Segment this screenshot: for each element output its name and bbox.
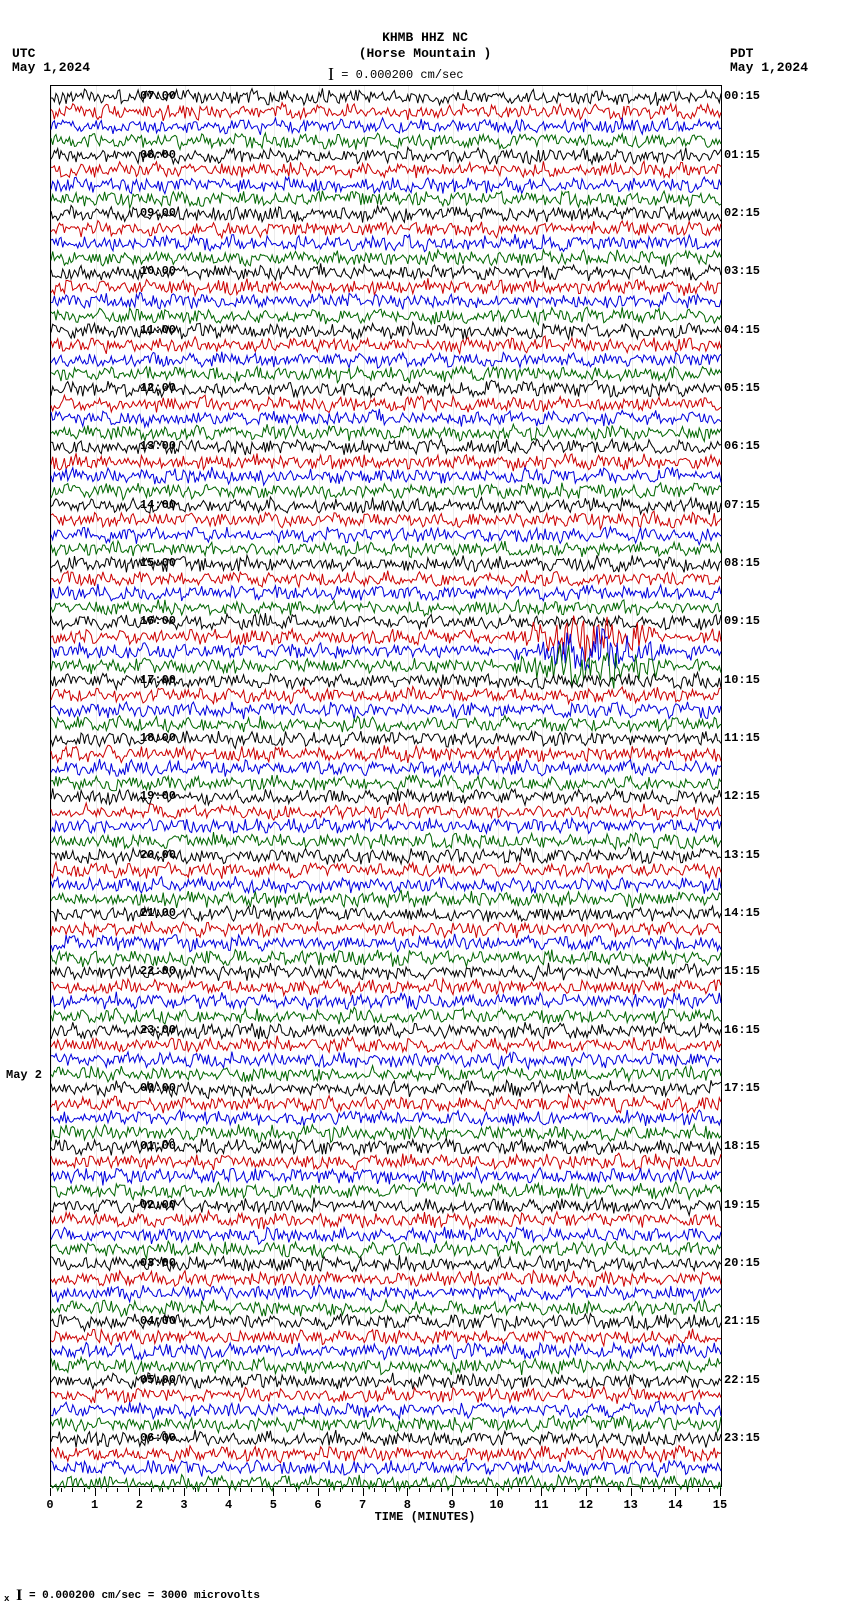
pdt-time-label: 13:15 <box>724 848 768 862</box>
utc-time-label: 18:00 <box>132 731 176 745</box>
utc-time-label: 11:00 <box>132 323 176 337</box>
utc-time-label: 09:00 <box>132 206 176 220</box>
utc-time-label: 19:00 <box>132 789 176 803</box>
left-tz: UTC <box>12 46 35 61</box>
pdt-time-label: 11:15 <box>724 731 768 745</box>
pdt-time-label: 17:15 <box>724 1081 768 1095</box>
left-date: May 1,2024 <box>12 60 90 75</box>
pdt-time-label: 20:15 <box>724 1256 768 1270</box>
seismogram-container: KHMB HHZ NC (Horse Mountain ) UTC May 1,… <box>0 0 850 1613</box>
utc-time-label: 00:00 <box>132 1081 176 1095</box>
pdt-time-label: 02:15 <box>724 206 768 220</box>
utc-time-label: 01:00 <box>132 1139 176 1153</box>
pdt-time-label: 01:15 <box>724 148 768 162</box>
day-change-label: May 2 <box>6 1068 42 1082</box>
footer-text: = 0.000200 cm/sec = 3000 microvolts <box>22 1590 260 1602</box>
pdt-time-label: 19:15 <box>724 1198 768 1212</box>
utc-time-label: 22:00 <box>132 964 176 978</box>
pdt-time-label: 05:15 <box>724 381 768 395</box>
pdt-time-label: 08:15 <box>724 556 768 570</box>
utc-time-label: 15:00 <box>132 556 176 570</box>
utc-time-label: 08:00 <box>132 148 176 162</box>
pdt-time-label: 21:15 <box>724 1314 768 1328</box>
utc-time-label: 17:00 <box>132 673 176 687</box>
utc-time-label: 06:00 <box>132 1431 176 1445</box>
plot-area <box>50 85 722 1487</box>
utc-time-label: 20:00 <box>132 848 176 862</box>
pdt-time-label: 09:15 <box>724 614 768 628</box>
utc-time-label: 12:00 <box>132 381 176 395</box>
utc-time-label: 14:00 <box>132 498 176 512</box>
pdt-time-label: 12:15 <box>724 789 768 803</box>
station-name: (Horse Mountain ) <box>0 46 850 61</box>
utc-time-label: 07:00 <box>132 89 176 103</box>
utc-time-label: 02:00 <box>132 1198 176 1212</box>
pdt-time-label: 10:15 <box>724 673 768 687</box>
station-code: KHMB HHZ NC <box>0 30 850 45</box>
footer-scale: x I = 0.000200 cm/sec = 3000 microvolts <box>4 1587 260 1605</box>
pdt-time-label: 23:15 <box>724 1431 768 1445</box>
pdt-time-label: 16:15 <box>724 1023 768 1037</box>
utc-time-label: 10:00 <box>132 264 176 278</box>
right-tz: PDT <box>730 46 753 61</box>
utc-time-label: 05:00 <box>132 1373 176 1387</box>
pdt-time-label: 22:15 <box>724 1373 768 1387</box>
pdt-time-label: 15:15 <box>724 964 768 978</box>
pdt-time-label: 06:15 <box>724 439 768 453</box>
pdt-time-label: 14:15 <box>724 906 768 920</box>
right-date: May 1,2024 <box>730 60 808 75</box>
pdt-time-label: 03:15 <box>724 264 768 278</box>
utc-time-label: 21:00 <box>132 906 176 920</box>
pdt-time-label: 18:15 <box>724 1139 768 1153</box>
pdt-time-label: 04:15 <box>724 323 768 337</box>
pdt-time-label: 07:15 <box>724 498 768 512</box>
utc-time-label: 23:00 <box>132 1023 176 1037</box>
utc-time-label: 16:00 <box>132 614 176 628</box>
pdt-time-label: 00:15 <box>724 89 768 103</box>
utc-time-label: 03:00 <box>132 1256 176 1270</box>
utc-time-label: 04:00 <box>132 1314 176 1328</box>
utc-time-label: 13:00 <box>132 439 176 453</box>
x-axis-title: TIME (MINUTES) <box>0 1510 850 1524</box>
